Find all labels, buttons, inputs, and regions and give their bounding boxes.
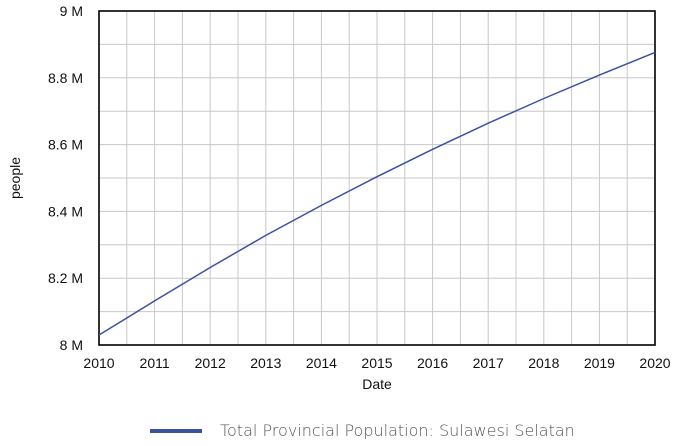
plot-frame <box>98 10 656 346</box>
x-axis-title: Date <box>362 376 392 392</box>
x-tick-label: 2017 <box>473 355 504 371</box>
x-axis-ticks: 2010 2011 2012 2013 2014 2015 2016 2017 2018 2019… <box>83 355 670 371</box>
x-tick-label: 2014 <box>306 355 337 371</box>
x-tick-label: 2019 <box>584 355 615 371</box>
y-tick-label: 9 M <box>60 3 83 19</box>
y-tick-label: 8.2 M <box>48 270 83 286</box>
x-tick-label: 2012 <box>195 355 226 371</box>
x-tick-label: 2013 <box>250 355 281 371</box>
y-axis-ticks: 8 M 8.2 M 8.4 M 8.6 M 8.8 M 9 M <box>48 3 83 353</box>
x-tick-label: 2020 <box>639 355 670 371</box>
y-tick-label: 8.4 M <box>48 203 83 219</box>
x-tick-label: 2018 <box>528 355 559 371</box>
legend-swatch <box>150 428 202 433</box>
legend: Total Provincial Population: Sulawesi Se… <box>150 421 575 440</box>
x-tick-label: 2010 <box>83 355 114 371</box>
x-tick-label: 2011 <box>140 355 170 371</box>
grid <box>99 11 655 345</box>
x-tick-label: 2016 <box>417 355 448 371</box>
series-line <box>98 51 656 336</box>
legend-label: Total Provincial Population: Sulawesi Se… <box>220 421 575 440</box>
x-tick-label: 2015 <box>361 355 392 371</box>
y-axis-title: people <box>7 157 23 199</box>
y-tick-label: 8 M <box>60 337 83 353</box>
y-tick-label: 8.6 M <box>48 137 83 153</box>
series-layer <box>98 51 656 336</box>
y-tick-label: 8.8 M <box>48 70 83 86</box>
